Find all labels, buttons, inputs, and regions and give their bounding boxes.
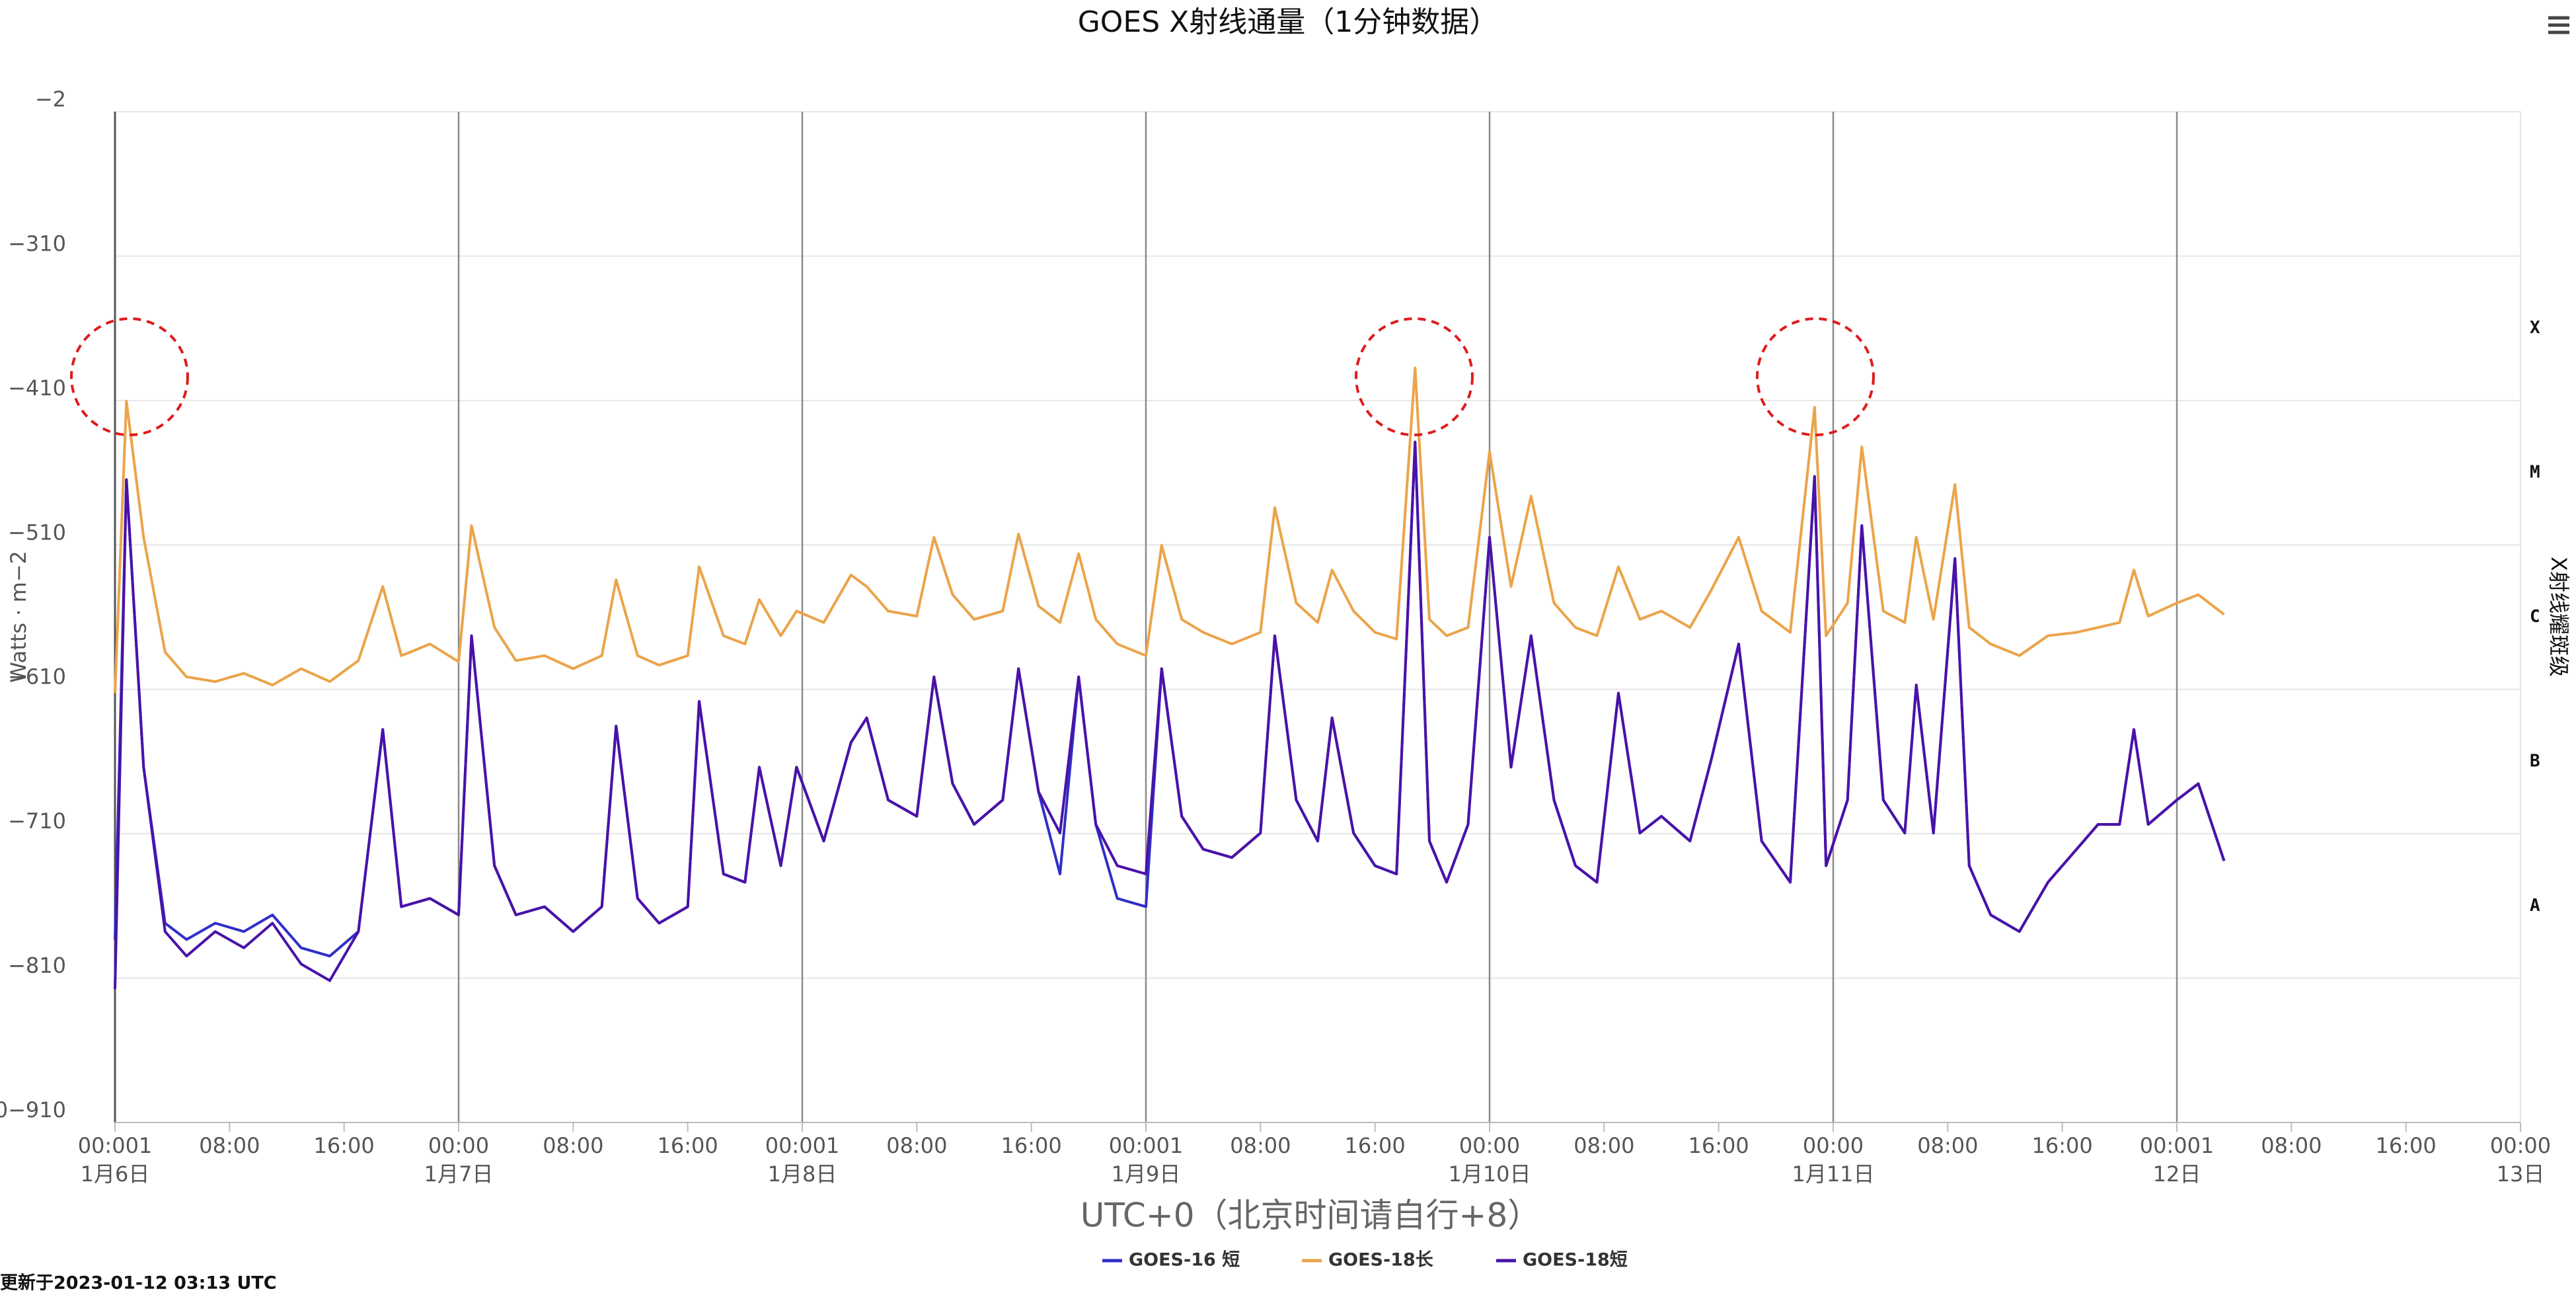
y-tick-label: −810 [8,953,66,978]
x-tick-label: 16:00 [2032,1133,2093,1158]
y-tick-label: −710 [8,808,66,834]
x-tick-label: 08:00 [886,1133,947,1158]
x-tick-label: 00:00 [1459,1133,1520,1158]
chart-title: GOES X射线通量（1分钟数据） [1078,5,1499,39]
x-axis-title: UTC+0（北京时间请自行+8） [1080,1197,1541,1235]
x-tick-label: 08:00 [1573,1133,1634,1158]
menu-icon[interactable] [2548,16,2569,34]
y2-axis-title: X射线耀斑级 [2546,557,2571,677]
x-tick-label: 08:00 [1230,1133,1291,1158]
flare-highlight [1355,317,1474,436]
x-tick-label: 00:00 [428,1133,489,1158]
legend: GOES-16 短 GOES-18长 GOES-18短 [1102,1250,1628,1271]
y-tick-label: −510 [8,520,66,545]
annotations [70,317,1875,436]
x-tick-label: 00:001 [765,1133,840,1158]
x-tick-label: 16:00 [1688,1133,1749,1158]
legend-label: GOES-18短 [1523,1250,1628,1271]
x-tick-label: 16:00 [658,1133,718,1158]
y2-tick-label: M [2530,463,2540,483]
x-tick-label: 08:00 [1917,1133,1978,1158]
footer: 更新于2023-01-12 03:13 UTC [0,1273,277,1294]
x-tick-label: 00:001 [1109,1133,1184,1158]
x-tick-label: 16:00 [1345,1133,1406,1158]
x-date-label: 1月8日 [768,1161,837,1187]
x-date-label: 1月9日 [1112,1161,1181,1187]
y-tick-label: −610 [8,664,66,689]
series-line [114,440,2226,990]
y-tick-label: −410 [8,375,66,401]
y2-tick-label: B [2530,751,2540,771]
legend-label: GOES-16 短 [1129,1250,1240,1271]
x-tick-label: 00:001 [2140,1133,2215,1158]
x-tick-label: 08:00 [2261,1133,2322,1158]
x-date-label: 1月11日 [1792,1161,1874,1187]
y-tick-label: 10−910 [0,1097,66,1122]
flare-highlight [70,317,189,436]
y-axis-title: Watts · m−2 [6,551,31,683]
y-tick-label: −2 [35,87,66,112]
y-tick-label: −310 [8,231,66,256]
legend-label: GOES-18长 [1328,1250,1434,1271]
series-line [114,366,2225,693]
series-lines [114,366,2226,990]
x-date-label: 12日 [2153,1161,2201,1187]
y2-tick-label: A [2530,896,2540,916]
flare-highlight [1756,317,1875,436]
x-date-label: 13日 [2497,1161,2545,1187]
x-tick-label: 16:00 [2376,1133,2437,1158]
x-tick-label: 00:00 [2490,1133,2551,1158]
x-tick-label: 00:00 [1803,1133,1864,1158]
x-date-label: 1月6日 [81,1161,150,1187]
x-tick-label: 08:00 [199,1133,260,1158]
x-tick-label: 00:001 [78,1133,153,1158]
x-tick-label: 16:00 [1001,1133,1062,1158]
y2-tick-label: C [2530,607,2540,627]
x-tick-label: 08:00 [543,1133,603,1158]
y2-tick-label: X [2530,318,2540,338]
x-date-label: 1月7日 [424,1161,494,1187]
x-tick-label: 16:00 [314,1133,375,1158]
x-date-label: 1月10日 [1448,1161,1531,1187]
